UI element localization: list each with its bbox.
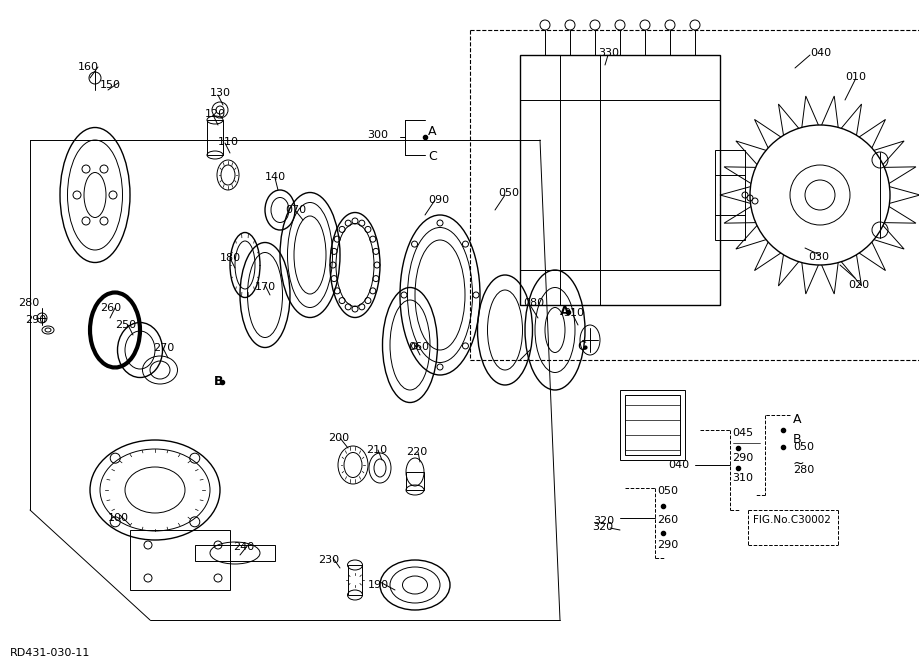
Text: 250: 250 bbox=[115, 320, 136, 330]
Bar bbox=[519, 55, 720, 305]
Text: 140: 140 bbox=[265, 172, 286, 182]
Text: 290: 290 bbox=[732, 453, 753, 463]
Bar bbox=[195, 545, 275, 561]
Text: 080: 080 bbox=[522, 298, 543, 308]
Text: 230: 230 bbox=[318, 555, 339, 565]
Text: 310: 310 bbox=[732, 473, 752, 483]
Text: RD431-030-11: RD431-030-11 bbox=[10, 648, 90, 658]
Text: 040: 040 bbox=[809, 48, 830, 58]
Text: 040: 040 bbox=[667, 460, 688, 470]
Bar bbox=[624, 395, 679, 455]
Text: 070: 070 bbox=[285, 205, 306, 215]
Text: C: C bbox=[576, 340, 585, 353]
Text: 210: 210 bbox=[366, 445, 387, 455]
Text: 050: 050 bbox=[497, 188, 518, 198]
Text: 310: 310 bbox=[562, 308, 584, 318]
Text: 290: 290 bbox=[656, 540, 677, 550]
Bar bbox=[130, 530, 230, 590]
Bar bbox=[619, 390, 685, 460]
Text: 120: 120 bbox=[205, 109, 226, 119]
Text: 170: 170 bbox=[255, 282, 276, 292]
Text: 110: 110 bbox=[218, 137, 239, 147]
Text: 280: 280 bbox=[18, 298, 40, 308]
Text: 180: 180 bbox=[220, 253, 241, 263]
Bar bbox=[207, 120, 222, 155]
Text: 200: 200 bbox=[328, 433, 348, 443]
Text: A: A bbox=[560, 305, 569, 318]
Text: 260: 260 bbox=[656, 515, 677, 525]
Text: 160: 160 bbox=[78, 62, 99, 72]
Text: 045: 045 bbox=[732, 428, 753, 438]
Text: A: A bbox=[792, 413, 800, 426]
Text: 300: 300 bbox=[367, 130, 388, 140]
Text: B: B bbox=[792, 433, 800, 446]
Bar bbox=[347, 565, 361, 595]
Text: 060: 060 bbox=[407, 342, 428, 352]
Bar bbox=[714, 150, 744, 240]
Text: 150: 150 bbox=[100, 80, 121, 90]
Text: FIG.No.C30002: FIG.No.C30002 bbox=[752, 515, 830, 525]
Text: 220: 220 bbox=[405, 447, 426, 457]
Text: 290: 290 bbox=[25, 315, 46, 325]
Text: 010: 010 bbox=[844, 72, 865, 82]
Text: A: A bbox=[427, 125, 436, 138]
Text: 090: 090 bbox=[427, 195, 448, 205]
Text: 320: 320 bbox=[593, 516, 614, 526]
Text: 240: 240 bbox=[233, 542, 254, 552]
Text: 190: 190 bbox=[368, 580, 389, 590]
Text: 030: 030 bbox=[807, 252, 828, 262]
Text: 320: 320 bbox=[591, 522, 612, 532]
Text: C: C bbox=[427, 150, 437, 163]
Text: 050: 050 bbox=[792, 442, 813, 452]
Text: 130: 130 bbox=[210, 88, 231, 98]
Text: B: B bbox=[214, 375, 223, 388]
Text: 020: 020 bbox=[847, 280, 868, 290]
Text: 330: 330 bbox=[597, 48, 618, 58]
Text: 050: 050 bbox=[656, 486, 677, 496]
Text: 260: 260 bbox=[100, 303, 121, 313]
Text: 100: 100 bbox=[108, 513, 129, 523]
Bar bbox=[405, 472, 424, 490]
Text: ~: ~ bbox=[792, 457, 804, 471]
Text: 270: 270 bbox=[153, 343, 174, 353]
Text: 280: 280 bbox=[792, 465, 813, 475]
